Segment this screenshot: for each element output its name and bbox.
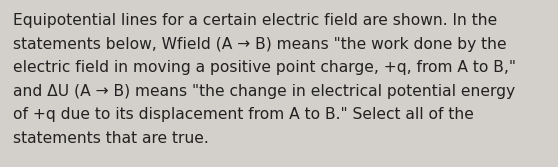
Text: of +q due to its displacement from A to B." Select all of the: of +q due to its displacement from A to …: [13, 107, 474, 122]
Text: Equipotential lines for a certain electric field are shown. In the: Equipotential lines for a certain electr…: [13, 13, 497, 28]
Text: statements below, Wfield (A → B) means "the work done by the: statements below, Wfield (A → B) means "…: [13, 37, 507, 52]
Text: electric field in moving a positive point charge, +q, from A to B,": electric field in moving a positive poin…: [13, 60, 516, 75]
Text: and ΔU (A → B) means "the change in electrical potential energy: and ΔU (A → B) means "the change in elec…: [13, 84, 515, 99]
Text: statements that are true.: statements that are true.: [13, 131, 209, 146]
